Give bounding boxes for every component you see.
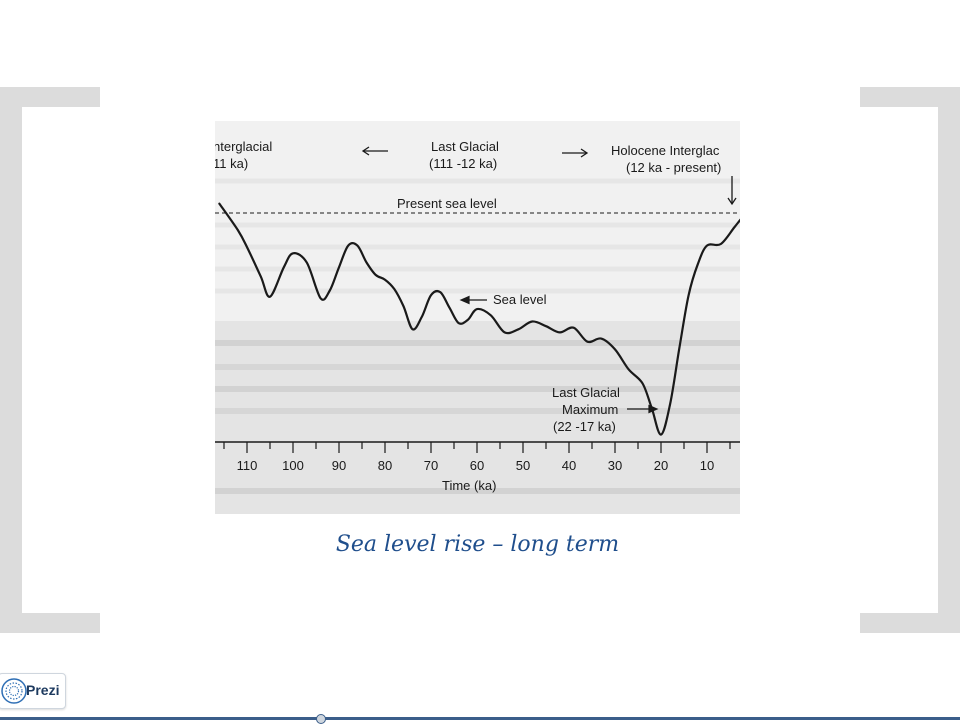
lgm-label-line1: Last Glacial — [552, 385, 620, 400]
x-axis-ticks — [223, 442, 731, 453]
frame-bracket-right-bottom — [860, 613, 960, 633]
sea-level-annotation-arrow-icon — [459, 295, 487, 305]
frame-bracket-left-top — [0, 87, 100, 107]
x-tick-label-50: 50 — [516, 458, 530, 473]
header-last-glacial-label: Last Glacial — [431, 139, 499, 154]
x-axis-tick-labels: 110 100 90 80 70 60 50 40 30 20 10 — [237, 458, 715, 473]
x-tick-label-40: 40 — [562, 458, 576, 473]
scan-texture — [215, 178, 740, 514]
left-arrow-icon — [361, 146, 388, 156]
present-sea-level-label: Present sea level — [397, 196, 497, 211]
x-tick-label-110: 110 — [237, 458, 258, 473]
x-tick-label-80: 80 — [378, 458, 392, 473]
x-tick-label-60: 60 — [470, 458, 484, 473]
sea-level-figure: nterglacial 11 ka) Last Glacial (111 -12… — [215, 121, 740, 514]
progress-handle[interactable] — [316, 714, 326, 724]
lgm-label-line3: (22 -17 ka) — [553, 419, 616, 434]
lgm-label-line2: Maximum — [562, 402, 618, 417]
header-interglacial-range: 11 ka) — [215, 156, 248, 171]
sea-level-chart: nterglacial 11 ka) Last Glacial (111 -12… — [215, 139, 740, 514]
x-tick-label-70: 70 — [424, 458, 438, 473]
x-tick-label-10: 10 — [700, 458, 714, 473]
x-tick-label-30: 30 — [608, 458, 622, 473]
right-arrow-icon — [562, 148, 589, 158]
header-holocene-label: Holocene Interglac — [611, 143, 720, 158]
header-interglacial-label: nterglacial — [215, 139, 272, 154]
prezi-button[interactable]: Prezi — [0, 673, 66, 709]
prezi-logo-icon — [1, 678, 27, 704]
prezi-label: Prezi — [26, 682, 60, 698]
frame-bracket-left — [0, 87, 22, 633]
frame-bracket-left-bottom — [0, 613, 100, 633]
sea-level-series-line — [218, 202, 740, 436]
frame-bracket-right — [938, 87, 960, 633]
header-last-glacial-range: (111 -12 ka) — [429, 156, 497, 171]
progress-bar[interactable] — [0, 717, 960, 720]
x-axis-label: Time (ka) — [442, 478, 496, 493]
frame-bracket-right-top — [860, 87, 960, 107]
slide-caption: Sea level rise – long term — [335, 532, 620, 557]
x-tick-label-20: 20 — [654, 458, 668, 473]
x-tick-label-100: 100 — [282, 458, 304, 473]
lgm-arrow-icon — [627, 404, 659, 414]
header-holocene-range: (12 ka - present) — [626, 160, 721, 175]
sea-level-series-label: Sea level — [493, 292, 547, 307]
down-arrow-icon — [727, 176, 737, 206]
x-tick-label-90: 90 — [332, 458, 346, 473]
